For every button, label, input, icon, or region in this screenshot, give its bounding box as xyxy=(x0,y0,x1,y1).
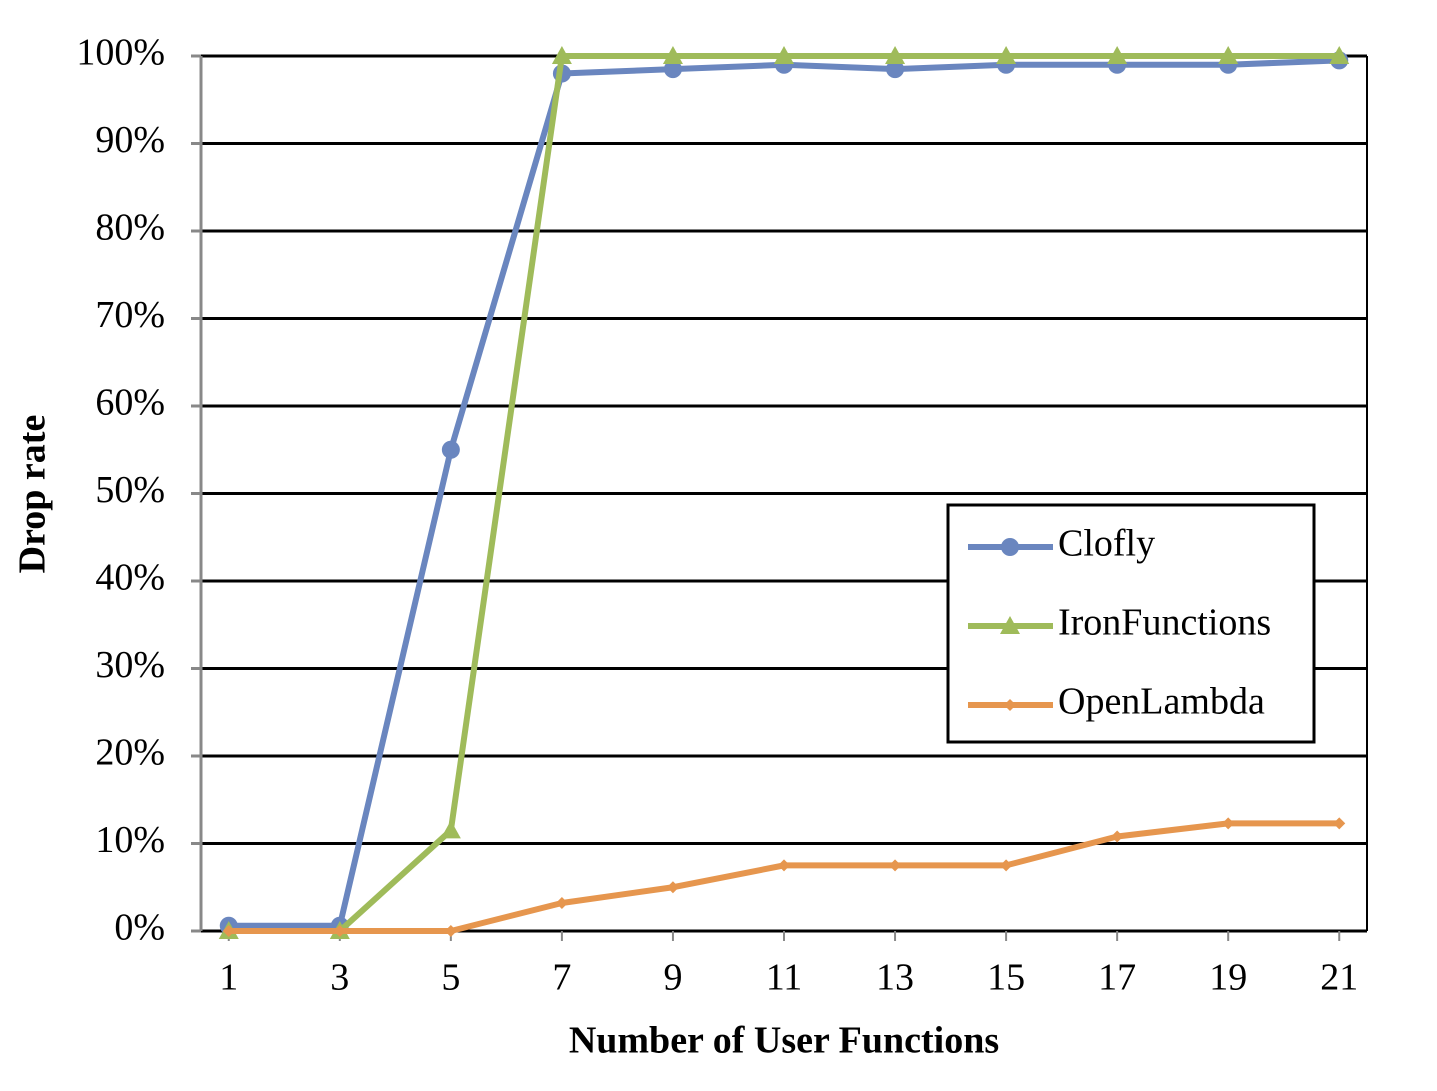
x-tick-label: 15 xyxy=(987,957,1025,999)
y-tick-label: 0% xyxy=(114,907,165,949)
legend-label: Clofly xyxy=(1058,523,1155,565)
legend-marker xyxy=(1004,699,1016,711)
x-tick-label: 13 xyxy=(876,957,914,999)
marker xyxy=(1218,46,1239,64)
marker xyxy=(663,60,682,79)
marker xyxy=(662,46,683,64)
marker xyxy=(886,60,905,79)
y-tick-label: 20% xyxy=(95,732,165,774)
marker xyxy=(778,859,790,872)
marker xyxy=(551,46,572,64)
y-tick-label: 60% xyxy=(95,382,165,424)
marker xyxy=(996,46,1017,64)
legend-label: OpenLambda xyxy=(1058,681,1265,723)
x-tick-label: 1 xyxy=(219,957,238,999)
y-tick-label: 80% xyxy=(95,207,165,249)
x-tick-label: 11 xyxy=(766,957,803,999)
x-axis-title: Number of User Functions xyxy=(569,1020,999,1062)
x-tick-label: 3 xyxy=(330,957,349,999)
x-tick-label: 9 xyxy=(663,957,682,999)
marker xyxy=(333,925,346,937)
marker xyxy=(440,820,461,839)
y-tick-label: 10% xyxy=(95,819,165,861)
y-tick-label: 100% xyxy=(76,32,165,74)
y-tick-label: 50% xyxy=(95,469,165,511)
marker xyxy=(774,46,794,64)
marker xyxy=(1329,46,1350,64)
marker xyxy=(222,925,235,937)
marker xyxy=(885,46,906,64)
x-tick-label: 19 xyxy=(1209,957,1247,999)
y-tick-label: 90% xyxy=(95,119,165,161)
x-tick-label: 5 xyxy=(441,957,460,999)
marker xyxy=(1333,817,1346,830)
y-tick-label: 70% xyxy=(95,294,165,336)
legend-label: IronFunctions xyxy=(1058,602,1271,644)
marker xyxy=(555,897,568,909)
marker xyxy=(666,881,679,894)
legend-marker xyxy=(1001,538,1019,556)
marker xyxy=(1107,46,1128,64)
y-tick-label: 30% xyxy=(95,644,165,686)
y-axis-title: Drop rate xyxy=(12,415,54,574)
marker xyxy=(444,925,457,937)
legend-marker xyxy=(1000,616,1020,634)
x-tick-label: 21 xyxy=(1320,957,1358,999)
marker xyxy=(1000,859,1013,872)
marker xyxy=(889,859,902,872)
x-tick-label: 7 xyxy=(552,957,571,999)
y-tick-label: 40% xyxy=(95,557,165,599)
marker xyxy=(1222,817,1235,830)
marker xyxy=(1111,830,1124,843)
marker xyxy=(441,440,460,459)
x-tick-label: 17 xyxy=(1098,957,1136,999)
